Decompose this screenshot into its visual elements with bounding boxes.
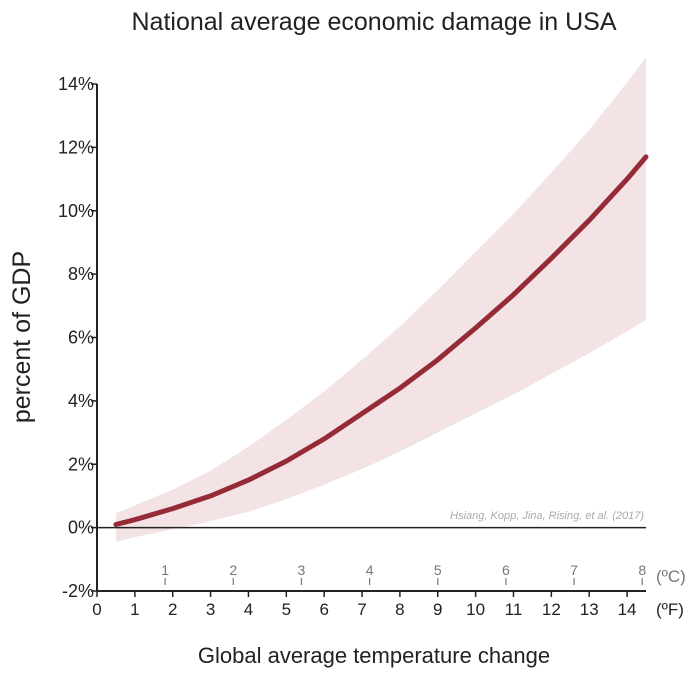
fahrenheit-unit-label: (ºF) — [656, 600, 684, 619]
y-axis-label: percent of GDP — [8, 251, 36, 423]
x-tick-label-fahrenheit: 4 — [244, 600, 253, 619]
x-tick-label-fahrenheit: 0 — [92, 600, 101, 619]
plot-area: -2%0%2%4%6%8%10%12%14%0 1 2 3 4 5 6 7 8 9 10 11 12 13… — [58, 57, 649, 619]
x-tick-label-celsius: 1 — [161, 562, 169, 578]
x-tick-label-fahrenheit: 7 — [357, 600, 366, 619]
x-tick-label-fahrenheit: 13 — [580, 600, 599, 619]
x-axis-label: Global average temperature change — [198, 643, 550, 668]
x-tick-label-celsius: 3 — [298, 562, 306, 578]
y-tick-label: 14% — [58, 74, 94, 94]
uncertainty-band — [115, 57, 646, 542]
y-tick-label: 4% — [68, 391, 94, 411]
x-tick-label-fahrenheit: 14 — [618, 600, 637, 619]
chart-title: National average economic damage in USA — [132, 8, 617, 36]
x-tick-label-celsius: 8 — [638, 562, 646, 578]
x-tick-label-celsius: 2 — [229, 562, 237, 578]
y-tick-label: 0% — [68, 518, 94, 538]
x-tick-label-fahrenheit: 12 — [542, 600, 561, 619]
y-tick-label: 8% — [68, 264, 94, 284]
x-tick-label-fahrenheit: 5 — [282, 600, 291, 619]
x-tick-label-fahrenheit: 3 — [206, 600, 215, 619]
source-credit: Hsiang, Kopp, Jina, Rising, et al. (2017… — [450, 510, 644, 522]
y-tick-label: -2% — [62, 581, 94, 601]
y-tick-label: 10% — [58, 201, 94, 221]
y-tick-label: 12% — [58, 137, 94, 157]
x-tick-label-celsius: 4 — [366, 562, 374, 578]
x-tick-label-fahrenheit: 11 — [505, 600, 523, 619]
x-tick-label-celsius: 7 — [570, 562, 578, 578]
x-tick-label-fahrenheit: 8 — [395, 600, 404, 619]
x-tick-label-celsius: 6 — [502, 562, 510, 578]
y-tick-label: 2% — [68, 454, 94, 474]
y-tick-label: 6% — [68, 328, 94, 348]
x-tick-label-fahrenheit: 2 — [168, 600, 177, 619]
x-tick-label-celsius: 5 — [434, 562, 442, 578]
damage-line — [113, 154, 649, 527]
x-tick-label-fahrenheit: 10 — [466, 600, 485, 619]
x-tick-label-fahrenheit: 6 — [319, 600, 328, 619]
x-tick-label-fahrenheit: 1 — [130, 600, 139, 619]
x-tick-label-fahrenheit: 9 — [433, 600, 442, 619]
celsius-unit-label: (ºC) — [656, 567, 686, 586]
